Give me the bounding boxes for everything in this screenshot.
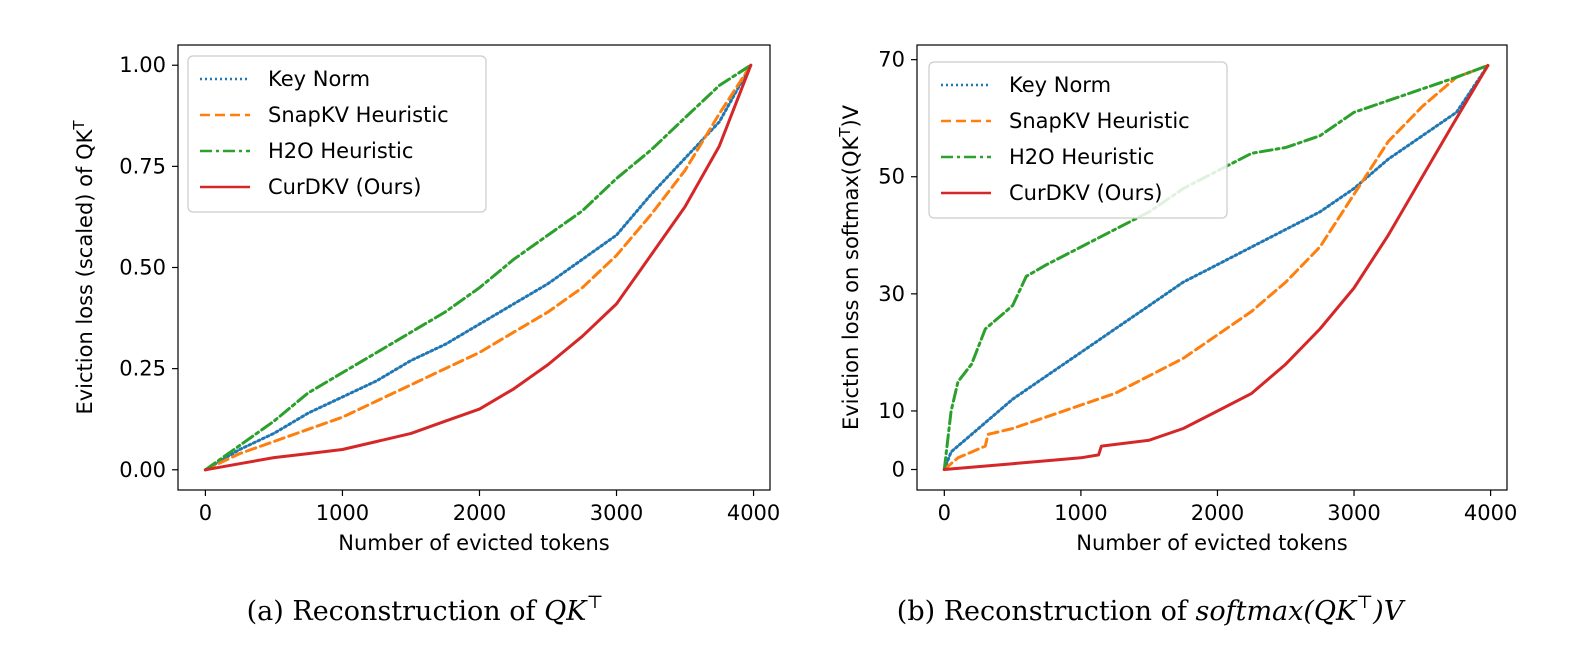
series-line-key-norm bbox=[203, 63, 753, 472]
legend-label: H2O Heuristic bbox=[268, 139, 413, 163]
caption-sup: ⊤ bbox=[1356, 592, 1373, 613]
series-line-key-norm bbox=[942, 64, 1490, 471]
figure-caption: (a) Reconstruction of QK⊤ bbox=[247, 592, 604, 627]
y-axis-label-sup: T bbox=[70, 120, 88, 131]
legend-label: CurDKV (Ours) bbox=[1009, 181, 1162, 205]
series-line-snapkv-heuristic bbox=[203, 63, 753, 472]
caption-math: QK bbox=[544, 596, 588, 627]
x-tick-label: 2000 bbox=[1191, 501, 1244, 525]
legend: Key Norm SnapKV Heuristic H2O Heuristic Cur… bbox=[187, 55, 487, 213]
x-tick-label: 3000 bbox=[1327, 501, 1380, 525]
legend-label: Key Norm bbox=[1009, 73, 1111, 97]
y-tick-label: 1.00 bbox=[119, 53, 166, 77]
series-line-curdkv-ours bbox=[942, 64, 1490, 471]
y-tick-label: 50 bbox=[878, 165, 905, 189]
legend-label: SnapKV Heuristic bbox=[268, 103, 449, 127]
series-lines bbox=[942, 64, 1490, 471]
y-axis-label-sup: T bbox=[836, 127, 854, 138]
chart-panel-b: 0 1000 2000 3000 4000 0 10 30 50 70 Number of evic… bbox=[836, 44, 1517, 627]
x-tick-label: 4000 bbox=[727, 501, 780, 525]
x-tick-label: 0 bbox=[199, 501, 212, 525]
y-tick-label: 0 bbox=[892, 458, 905, 482]
y-tick-label: 70 bbox=[878, 48, 905, 72]
y-axis-label: Eviction loss (scaled) of QKT bbox=[70, 120, 97, 415]
legend: Key Norm SnapKV Heuristic H2O Heuristic Cur… bbox=[928, 61, 1228, 219]
plot-frame bbox=[916, 44, 1508, 491]
legend-label: CurDKV (Ours) bbox=[268, 175, 421, 199]
series-line-h2o-heuristic bbox=[203, 63, 753, 472]
y-tick-label: 0.75 bbox=[119, 154, 166, 178]
y-axis-label-main: Eviction loss on softmax(QK bbox=[839, 135, 863, 430]
series-line-snapkv-heuristic bbox=[942, 64, 1490, 471]
x-tick-label: 2000 bbox=[453, 501, 506, 525]
x-tick-label: 3000 bbox=[590, 501, 643, 525]
legend-label: Key Norm bbox=[268, 67, 370, 91]
legend-box bbox=[187, 55, 487, 213]
series-line-curdkv-ours bbox=[203, 63, 753, 472]
x-tick-label: 1000 bbox=[316, 501, 369, 525]
y-tick-label: 10 bbox=[878, 399, 905, 423]
y-tick-label: 0.25 bbox=[119, 357, 166, 381]
x-axis-label: Number of evicted tokens bbox=[1076, 531, 1348, 555]
x-tick-label: 1000 bbox=[1054, 501, 1107, 525]
legend-label: H2O Heuristic bbox=[1009, 145, 1154, 169]
caption-sup: ⊤ bbox=[586, 592, 603, 613]
y-tick-label: 0.50 bbox=[119, 256, 166, 280]
y-tick-label: 0.00 bbox=[119, 458, 166, 482]
legend-label: SnapKV Heuristic bbox=[1009, 109, 1190, 133]
caption-prefix: (a) Reconstruction of bbox=[247, 596, 545, 627]
x-axis-label: Number of evicted tokens bbox=[338, 531, 610, 555]
y-axis-label-main: Eviction loss (scaled) of QK bbox=[73, 128, 97, 414]
series-lines bbox=[203, 63, 753, 472]
figure-caption: (b) Reconstruction of softmax(QK⊤)V bbox=[897, 592, 1406, 627]
caption-prefix: (b) Reconstruction of bbox=[897, 596, 1196, 627]
caption-suffix: )V bbox=[1372, 596, 1406, 627]
x-tick-label: 4000 bbox=[1464, 501, 1517, 525]
legend-box bbox=[928, 61, 1228, 219]
x-tick-label: 0 bbox=[938, 501, 951, 525]
y-axis-label: Eviction loss on softmax(QKT)V bbox=[836, 104, 863, 430]
chart-panel-a: 0 1000 2000 3000 4000 0.00 0.25 0.50 0.75 1.00 Num… bbox=[70, 44, 780, 627]
y-axis-label-tail: )V bbox=[839, 104, 863, 127]
y-tick-label: 30 bbox=[878, 282, 905, 306]
caption-math: softmax(QK bbox=[1195, 596, 1358, 627]
